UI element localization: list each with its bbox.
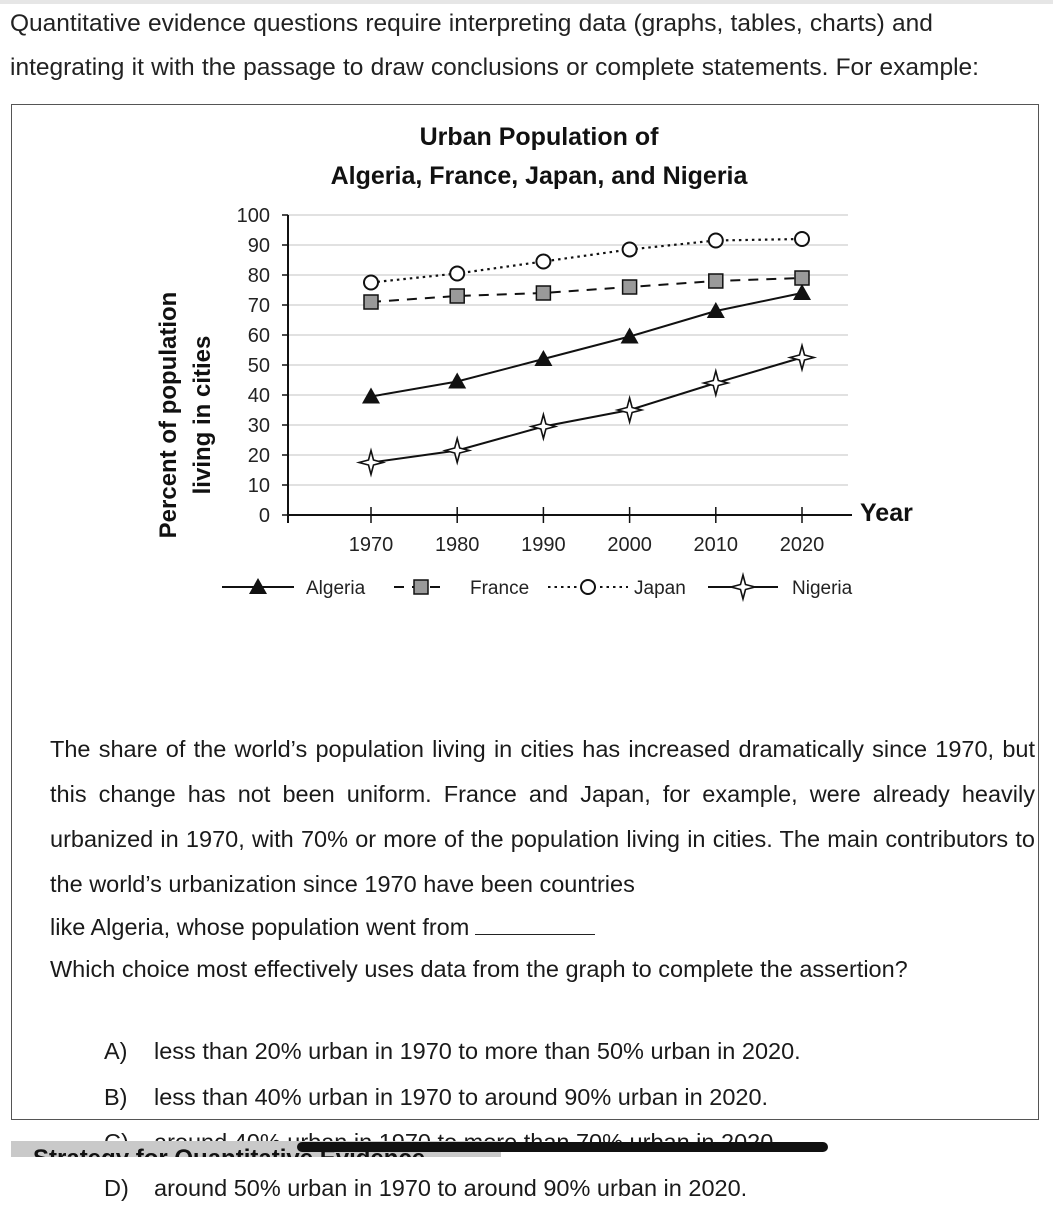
legend-marker-france (414, 580, 428, 594)
point-japan-1980 (450, 267, 464, 281)
answer-blank (475, 916, 595, 935)
example-question-box: Urban Population of Algeria, France, Jap… (11, 104, 1039, 1120)
y-tick-label-20: 20 (248, 445, 270, 467)
series-markers (359, 232, 814, 475)
chart-container: Urban Population of Algeria, France, Jap… (12, 105, 1040, 715)
x-tick-label-2020: 2020 (780, 534, 825, 556)
y-tick-label-0: 0 (259, 505, 270, 527)
point-japan-2000 (623, 243, 637, 257)
point-france-2010 (709, 274, 723, 288)
legend-label-france: France (470, 578, 529, 599)
choice-d[interactable]: D)around 50% urban in 1970 to around 90%… (104, 1166, 1004, 1211)
point-nigeria-2000 (618, 398, 642, 422)
legend-label-japan: Japan (634, 578, 686, 599)
point-nigeria-2020 (790, 346, 814, 370)
point-japan-1970 (364, 276, 378, 290)
point-nigeria-2010 (704, 371, 728, 395)
choice-a-letter: A) (104, 1029, 154, 1074)
x-tick-label-2000: 2000 (607, 534, 652, 556)
choice-a[interactable]: A)less than 20% urban in 1970 to more th… (104, 1029, 1004, 1075)
choice-d-letter: D) (104, 1166, 154, 1211)
series-line-france (371, 278, 802, 302)
y-tick-label-40: 40 (248, 385, 270, 407)
question-text: Which choice most effectively uses data … (50, 947, 1035, 992)
point-japan-1990 (536, 255, 550, 269)
y-tick-label-30: 30 (248, 415, 270, 437)
grid-lines (288, 215, 848, 485)
urban-population-chart: Urban Population of Algeria, France, Jap… (12, 105, 1040, 715)
legend-marker-japan (581, 580, 595, 594)
passage-text: The share of the world’s population livi… (50, 727, 1035, 907)
y-axis-label-line1: Percent of population (155, 292, 182, 539)
legend-label-nigeria: Nigeria (792, 578, 853, 599)
point-japan-2020 (795, 232, 809, 246)
y-tick-label-100: 100 (237, 205, 270, 227)
choice-b-letter: B) (104, 1075, 154, 1120)
point-algeria-2020 (793, 284, 811, 300)
chart-title-line1: Urban Population of (420, 123, 660, 151)
answer-choices: A)less than 20% urban in 1970 to more th… (104, 1029, 1004, 1211)
x-axis-label: Year (860, 499, 913, 527)
point-france-1990 (536, 286, 550, 300)
y-tick-label-90: 90 (248, 235, 270, 257)
chart-title-line2: Algeria, France, Japan, and Nigeria (331, 162, 749, 190)
y-tick-label-80: 80 (248, 265, 270, 287)
passage-last-text: like Algeria, whose population went from (50, 914, 469, 940)
series-line-algeria (371, 293, 802, 397)
point-nigeria-1980 (445, 439, 469, 463)
x-tick-label-2010: 2010 (694, 534, 739, 556)
intro-paragraph: Quantitative evidence questions require … (10, 2, 1050, 90)
point-nigeria-1970 (359, 451, 383, 475)
legend-marker-nigeria (731, 575, 755, 599)
choice-b[interactable]: B)less than 40% urban in 1970 to around … (104, 1075, 1004, 1121)
y-tick-label-70: 70 (248, 295, 270, 317)
choice-d-text: around 50% urban in 1970 to around 90% u… (154, 1175, 747, 1201)
point-france-1980 (450, 289, 464, 303)
y-tick-label-10: 10 (248, 475, 270, 497)
point-nigeria-1990 (531, 415, 555, 439)
point-france-2000 (623, 280, 637, 294)
x-tick-label-1980: 1980 (435, 534, 480, 556)
x-tick-label-1970: 1970 (349, 534, 394, 556)
point-france-2020 (795, 271, 809, 285)
y-axis-label-line2: living in cities (189, 336, 216, 495)
x-tick-label-1990: 1990 (521, 534, 566, 556)
legend-label-algeria: Algeria (306, 578, 366, 599)
point-france-1970 (364, 295, 378, 309)
legend: Algeria France Japan Nigeria (222, 575, 853, 599)
scroll-handle[interactable] (297, 1142, 828, 1152)
series-lines (371, 239, 802, 463)
series-line-nigeria (371, 358, 802, 463)
point-japan-2010 (709, 234, 723, 248)
choice-a-text: less than 20% urban in 1970 to more than… (154, 1038, 801, 1064)
y-tick-label-60: 60 (248, 325, 270, 347)
choice-b-text: less than 40% urban in 1970 to around 90… (154, 1084, 768, 1110)
y-tick-label-50: 50 (248, 355, 270, 377)
passage-last-line: like Algeria, whose population went from (50, 905, 1035, 950)
